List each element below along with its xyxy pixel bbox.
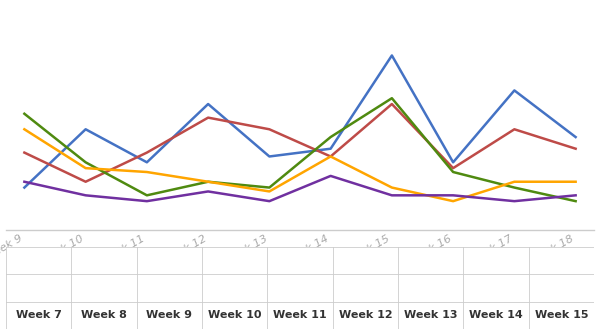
Text: Week 11: Week 11 bbox=[273, 310, 327, 320]
Text: Week 13: Week 13 bbox=[404, 310, 457, 320]
Text: Week 12: Week 12 bbox=[338, 310, 392, 320]
Text: Week 10: Week 10 bbox=[208, 310, 262, 320]
Text: Week 7: Week 7 bbox=[16, 310, 62, 320]
Text: Week 8: Week 8 bbox=[81, 310, 127, 320]
Text: Week 14: Week 14 bbox=[469, 310, 523, 320]
Text: Week 9: Week 9 bbox=[146, 310, 193, 320]
Text: Week 15: Week 15 bbox=[535, 310, 588, 320]
